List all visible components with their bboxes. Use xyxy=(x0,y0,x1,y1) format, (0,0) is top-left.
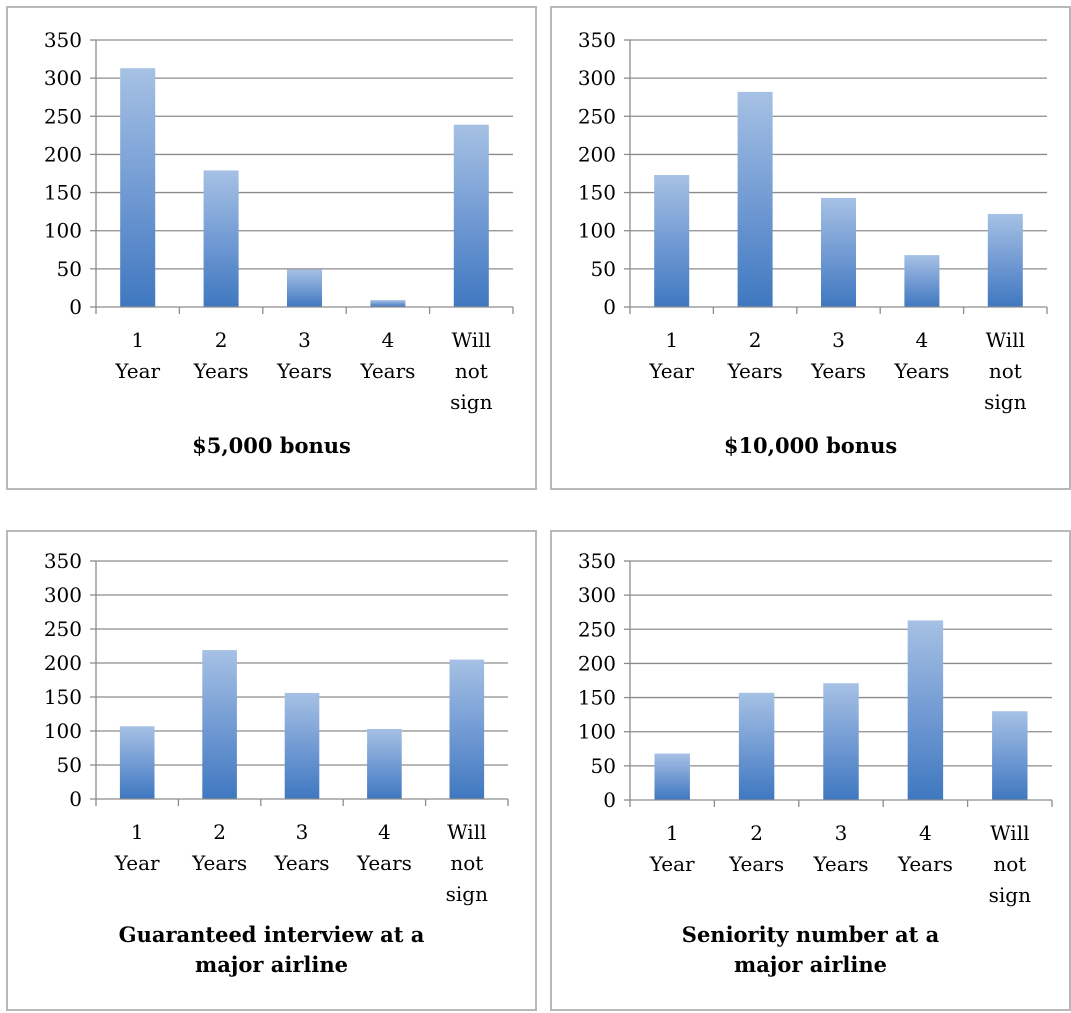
y-tick-label: 200 xyxy=(44,651,82,675)
x-tick-label: 3 Years xyxy=(276,328,332,383)
chart-title-line: Guaranteed interview at a xyxy=(118,922,425,947)
bar-chart: 0 50 100 150 200 250 300 350 1 Year 2 Years 3 Years 4 Y… xyxy=(44,28,514,414)
bar xyxy=(449,659,485,799)
chart-title-line: major airline xyxy=(733,952,888,977)
bar xyxy=(203,170,239,307)
bar xyxy=(286,269,323,307)
x-tick-label: Will not sign xyxy=(989,821,1031,907)
x-tick-label: 1 Year xyxy=(649,821,695,876)
bar xyxy=(738,692,775,800)
chart-title: Seniority number at a major airline xyxy=(552,920,1069,980)
chart-title-line: $10,000 bonus xyxy=(723,433,898,458)
y-tick-label: 50 xyxy=(591,754,616,778)
y-tick-label: 100 xyxy=(578,720,616,744)
y-tick-label: 300 xyxy=(578,66,616,90)
bar xyxy=(367,728,402,799)
bar xyxy=(820,197,857,307)
x-tick-label: Will not sign xyxy=(450,328,492,414)
y-tick-label: 200 xyxy=(44,142,82,166)
x-tick-label: 2 Years xyxy=(728,821,784,876)
y-tick-label: 300 xyxy=(578,583,616,607)
bar xyxy=(992,711,1028,800)
y-tick-label: 350 xyxy=(44,549,82,573)
bar xyxy=(654,175,690,307)
bar xyxy=(987,213,1023,307)
bar xyxy=(284,692,320,799)
bar xyxy=(907,620,944,800)
y-tick-label: 200 xyxy=(578,651,616,675)
y-tick-label: 350 xyxy=(44,28,82,52)
y-tick-label: 0 xyxy=(69,787,82,811)
y-tick-label: 350 xyxy=(578,549,616,573)
chart-title: $10,000 bonus xyxy=(552,431,1069,461)
y-tick-label: 100 xyxy=(44,719,82,743)
bar xyxy=(453,124,489,307)
x-tick-label: 2 Years xyxy=(727,328,783,383)
x-tick-label: 2 Years xyxy=(193,328,249,383)
chart-panel-guaranteed-interview: 0 50 100 150 200 250 300 350 1 Year 2 Years 3 Years 4 Y… xyxy=(6,530,537,1011)
y-tick-label: 100 xyxy=(44,219,82,243)
y-tick-label: 200 xyxy=(578,142,616,166)
bar-chart: 0 50 100 150 200 250 300 350 1 Year 2 Years 3 Years 4 Y… xyxy=(44,549,509,906)
chart-title: $5,000 bonus xyxy=(8,431,535,461)
y-tick-label: 250 xyxy=(44,104,82,128)
bar xyxy=(654,753,690,800)
y-tick-label: 0 xyxy=(603,295,616,319)
bar-chart: 0 50 100 150 200 250 300 350 1 Year 2 Years 3 Years 4 Y… xyxy=(578,28,1048,414)
y-tick-label: 300 xyxy=(44,583,82,607)
bar xyxy=(119,726,155,799)
bar xyxy=(120,68,156,308)
x-tick-label: 3 Years xyxy=(810,328,866,383)
x-tick-label: Will not sign xyxy=(984,328,1026,414)
chart-panel-5000-bonus: 0 50 100 150 200 250 300 350 1 Year 2 Years 3 Years 4 Y… xyxy=(6,6,537,490)
y-tick-label: 50 xyxy=(57,753,82,777)
y-tick-label: 250 xyxy=(578,617,616,641)
y-tick-label: 250 xyxy=(44,617,82,641)
y-tick-label: 150 xyxy=(44,685,82,709)
x-tick-label: 4 Years xyxy=(897,821,953,876)
y-tick-label: 100 xyxy=(578,219,616,243)
y-tick-label: 0 xyxy=(69,295,82,319)
chart-title-line: $5,000 bonus xyxy=(192,433,351,458)
bar xyxy=(202,650,237,799)
x-tick-label: 4 Years xyxy=(359,328,415,383)
bar xyxy=(370,300,406,307)
bar xyxy=(904,255,940,307)
x-tick-label: 2 Years xyxy=(191,820,247,875)
chart-title: Guaranteed interview at a major airline xyxy=(8,920,535,980)
bar xyxy=(823,683,859,800)
x-tick-label: Will not sign xyxy=(446,820,488,906)
x-tick-label: 3 Years xyxy=(812,821,868,876)
y-tick-label: 300 xyxy=(44,66,82,90)
chart-title-line: Seniority number at a xyxy=(681,922,940,947)
bar-chart: 0 50 100 150 200 250 300 350 1 Year 2 Years 3 Years 4 Y… xyxy=(578,549,1053,907)
y-tick-label: 0 xyxy=(603,788,616,812)
chart-panel-seniority-number: 0 50 100 150 200 250 300 350 1 Year 2 Years 3 Years 4 Y… xyxy=(550,530,1071,1011)
y-tick-label: 50 xyxy=(57,257,82,281)
chart-panel-10000-bonus: 0 50 100 150 200 250 300 350 1 Year 2 Years 3 Years 4 Y… xyxy=(550,6,1071,490)
x-tick-label: 4 Years xyxy=(893,328,949,383)
x-tick-label: 1 Year xyxy=(114,328,160,383)
y-tick-label: 250 xyxy=(578,104,616,128)
x-tick-label: 3 Years xyxy=(273,820,329,875)
y-tick-label: 150 xyxy=(578,686,616,710)
chart-title-line: major airline xyxy=(194,952,349,977)
y-tick-label: 50 xyxy=(591,257,616,281)
bar xyxy=(737,91,773,307)
x-tick-label: 1 Year xyxy=(114,820,160,875)
y-tick-label: 150 xyxy=(578,181,616,205)
x-tick-label: 1 Year xyxy=(648,328,694,383)
y-tick-label: 350 xyxy=(578,28,616,52)
y-tick-label: 150 xyxy=(44,181,82,205)
x-tick-label: 4 Years xyxy=(356,820,412,875)
